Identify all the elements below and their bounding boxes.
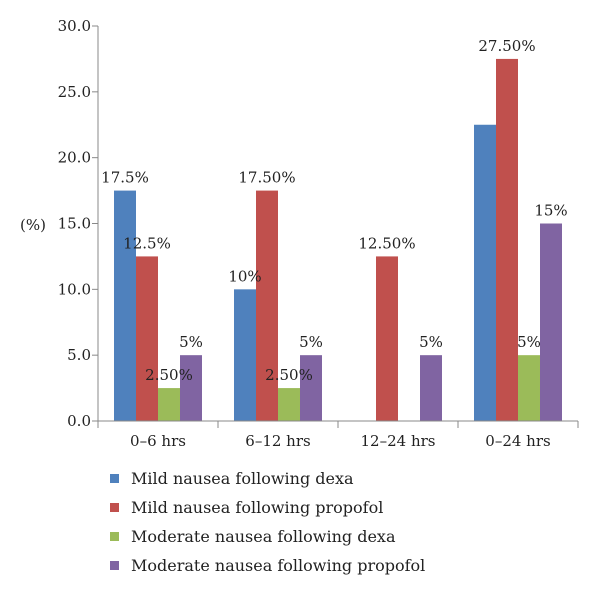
bar (136, 256, 158, 421)
bar (518, 355, 540, 421)
data-label: 15% (534, 202, 567, 220)
x-category-label: 6–12 hrs (245, 432, 310, 450)
data-label: 5% (179, 333, 203, 351)
bar (300, 355, 322, 421)
legend-swatch (110, 474, 119, 483)
bar (278, 388, 300, 421)
y-tick-label: 0.0 (67, 412, 91, 430)
legend-swatch (110, 503, 119, 512)
x-category-label: 0–6 hrs (130, 432, 186, 450)
legend-item: Mild nausea following dexa (110, 464, 425, 493)
y-axis: 0.0 5.0 10.0 15.0 20.0 25.0 30.0 (58, 17, 99, 430)
legend: Mild nausea following dexa Mild nausea fo… (110, 464, 425, 580)
y-axis-label: (%) (20, 216, 46, 234)
legend-item: Mild nausea following propofol (110, 493, 425, 522)
data-label: 5% (517, 333, 541, 351)
legend-label: Moderate nausea following propofol (131, 556, 426, 575)
data-label: 17.50% (238, 169, 295, 187)
legend-swatch (110, 532, 119, 541)
y-tick-label: 30.0 (58, 17, 91, 35)
legend-item: Moderate nausea following dexa (110, 522, 425, 551)
legend-label: Moderate nausea following dexa (131, 527, 396, 546)
bar (376, 256, 398, 421)
data-label: 2.50% (145, 366, 193, 384)
data-label: 2.50% (265, 366, 313, 384)
bars (114, 58, 562, 422)
data-label: 5% (419, 333, 443, 351)
bar-chart: 0.0 5.0 10.0 15.0 20.0 25.0 30.0 17.5% 12.5% 2.5… (20, 17, 579, 450)
bar (180, 355, 202, 421)
data-label: 27.50% (478, 37, 535, 55)
y-tick-label: 5.0 (67, 346, 91, 364)
bar (158, 388, 180, 421)
bar (114, 190, 136, 421)
legend-label: Mild nausea following propofol (131, 498, 384, 517)
y-tick-label: 25.0 (58, 83, 91, 101)
data-label: 12.5% (123, 234, 171, 252)
bar (496, 58, 518, 422)
y-tick-label: 20.0 (58, 149, 91, 167)
legend-label: Mild nausea following dexa (131, 469, 354, 488)
bar (474, 124, 496, 421)
data-labels: 17.5% 12.5% 2.50% 5% 10% 17.50% 2.50% 5% 12.50% 5… (101, 37, 568, 384)
bar (256, 190, 278, 421)
y-tick-label: 15.0 (58, 215, 91, 233)
data-label: 12.50% (358, 234, 415, 252)
bar (540, 223, 562, 421)
bar (234, 289, 256, 421)
x-category-label: 12–24 hrs (361, 432, 436, 450)
legend-item: Moderate nausea following propofol (110, 551, 425, 580)
data-label: 17.5% (101, 169, 149, 187)
legend-swatch (110, 561, 119, 570)
y-tick-label: 10.0 (58, 280, 91, 298)
bar (420, 355, 442, 421)
data-label: 5% (299, 333, 323, 351)
x-axis: 0–6 hrs 6–12 hrs 12–24 hrs 0–24 hrs (97, 420, 579, 450)
x-category-label: 0–24 hrs (485, 432, 550, 450)
data-label: 10% (228, 267, 261, 285)
